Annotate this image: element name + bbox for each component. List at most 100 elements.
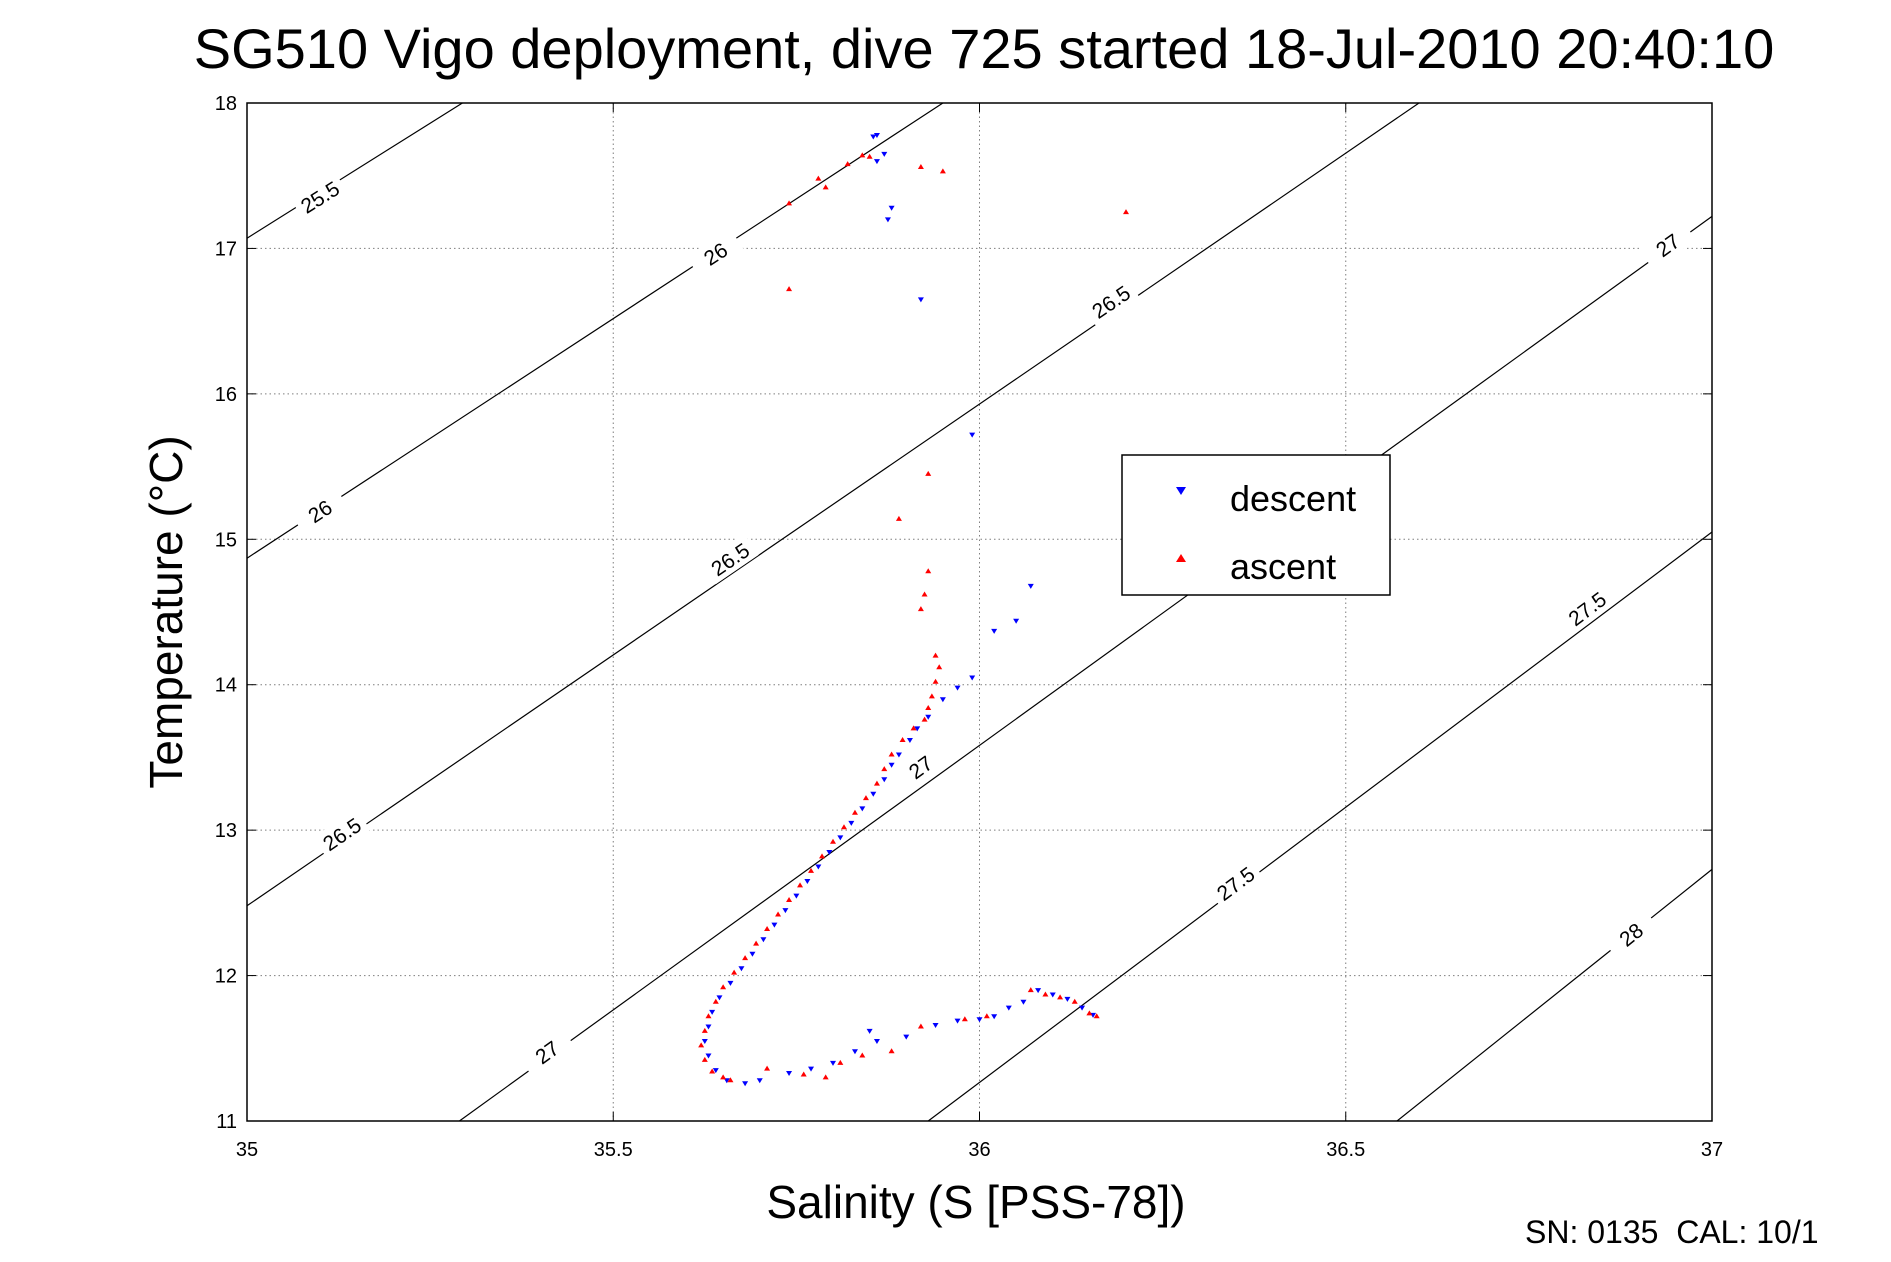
descent-point <box>917 297 924 303</box>
descent-point <box>808 1066 815 1072</box>
ascent-point <box>899 736 906 742</box>
ascent-point <box>961 1016 968 1022</box>
y-tick-label: 14 <box>215 675 237 697</box>
x-axis-label: Salinity (S [PSS-78]) <box>766 1176 1185 1228</box>
ascent-point <box>764 926 771 932</box>
descent-point <box>723 1078 730 1084</box>
descent-point <box>848 820 855 826</box>
y-axis-label: Temperature (°C) <box>140 435 192 788</box>
descent-point <box>705 1053 712 1059</box>
descent-point <box>932 1023 939 1029</box>
contour-label-background <box>1206 857 1264 910</box>
ascent-point <box>1027 987 1034 993</box>
descent-point <box>826 849 833 855</box>
ascent-point <box>720 1074 727 1080</box>
density-contours <box>246 102 1713 1122</box>
descent-point <box>712 1068 719 1074</box>
density-contour-27 <box>459 215 1713 1122</box>
ascent-point <box>851 809 858 815</box>
descent-point <box>709 1009 716 1015</box>
descent-point <box>742 1081 749 1087</box>
y-tick-label: 12 <box>215 966 237 988</box>
x-tick-label: 36.5 <box>1326 1139 1365 1161</box>
ascent-point <box>731 969 738 975</box>
descent-point <box>888 205 895 211</box>
legend-box <box>1121 454 1391 596</box>
contour-label-background <box>686 228 745 279</box>
ascent-point <box>932 652 939 658</box>
ascent-point <box>925 568 932 574</box>
y-tick-label: 18 <box>215 93 237 115</box>
contour-label-background <box>891 741 950 793</box>
legend-descent-marker <box>1176 487 1186 495</box>
descent-point <box>895 752 902 758</box>
ascent-point <box>873 780 880 786</box>
ascent-point <box>720 984 727 990</box>
descent-point <box>771 922 778 928</box>
descent-point <box>1005 1005 1012 1011</box>
ascent-point <box>888 751 895 757</box>
descent-point <box>837 835 844 841</box>
legend: descent ascent <box>1121 454 1391 596</box>
legend-descent-label: descent <box>1230 478 1356 519</box>
density-contour-27.5 <box>927 531 1713 1122</box>
descent-point <box>939 697 946 703</box>
ascent-point <box>800 1071 807 1077</box>
descent-point <box>906 737 913 743</box>
descent-point <box>866 1028 873 1034</box>
descent-point <box>976 1017 983 1023</box>
descent-point <box>815 864 822 870</box>
y-tick-label: 15 <box>215 529 237 551</box>
ascent-point <box>881 766 888 772</box>
descent-point <box>793 893 800 899</box>
ascent-point <box>862 795 869 801</box>
ascent-point <box>925 704 932 710</box>
ascent-point <box>701 1027 708 1033</box>
ascent-point <box>822 184 829 190</box>
ascent-point <box>859 1052 866 1058</box>
descent-point <box>873 132 880 138</box>
descent-point <box>969 432 976 438</box>
ascent-point <box>701 1056 708 1062</box>
descent-point <box>870 791 877 797</box>
y-axis-ticks: 11 12 13 14 15 16 17 18 <box>215 93 1712 1133</box>
ascent-point <box>936 664 943 670</box>
descent-point <box>749 951 756 957</box>
contour-label-background <box>1558 582 1616 635</box>
descent-point <box>756 1078 763 1084</box>
descent-point <box>1013 618 1020 624</box>
y-tick-label: 16 <box>215 384 237 406</box>
ascent-point <box>917 606 924 612</box>
ascent-point <box>705 1013 712 1019</box>
descent-point <box>881 151 888 157</box>
descent-point <box>804 879 811 885</box>
descent-point <box>727 980 734 986</box>
ascent-point <box>786 896 793 902</box>
contour-label-background <box>312 808 371 860</box>
x-axis-ticks: 35 35.5 36 36.5 37 <box>236 103 1723 1161</box>
density-contour-28 <box>1396 868 1713 1122</box>
descent-point <box>991 628 998 634</box>
descent-point <box>873 1039 880 1045</box>
ascent-point <box>859 152 866 158</box>
ascent-point <box>797 882 804 888</box>
ascent-point <box>1071 998 1078 1004</box>
legend-ascent-marker <box>1176 554 1186 562</box>
y-tick-label: 11 <box>216 1111 237 1133</box>
ascent-point <box>910 725 917 731</box>
x-tick-label: 35.5 <box>594 1139 633 1161</box>
descent-point <box>991 1014 998 1020</box>
ascent-point <box>917 1023 924 1029</box>
data-points <box>698 132 1129 1087</box>
descent-point <box>1064 996 1071 1002</box>
descent-point <box>914 726 921 732</box>
descent-point <box>881 777 888 783</box>
contour-label-background <box>1638 218 1697 271</box>
contour-label-background <box>1602 907 1660 961</box>
descent-point <box>884 217 891 223</box>
descent-point <box>870 134 877 140</box>
ascent-point <box>1086 1010 1093 1016</box>
descent-point <box>888 762 895 768</box>
ascent-point <box>1057 994 1064 1000</box>
